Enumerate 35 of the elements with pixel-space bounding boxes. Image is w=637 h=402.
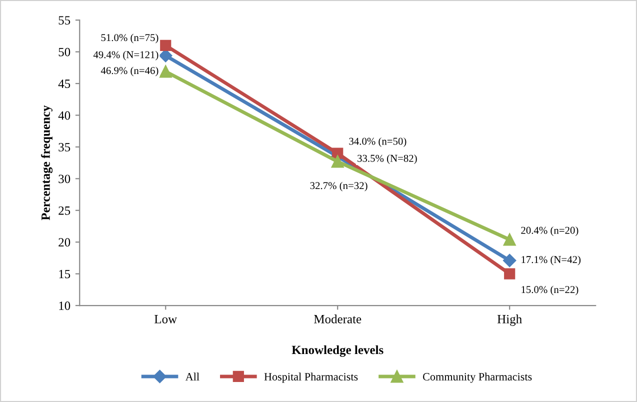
y-tick-label: 25 bbox=[58, 206, 70, 215]
x-axis-title: Knowledge levels bbox=[292, 345, 384, 357]
data-label: 46.9% (n=46) bbox=[100, 66, 158, 76]
data-label: 34.0% (n=50) bbox=[349, 137, 406, 147]
y-tick-label: 55 bbox=[58, 16, 70, 25]
legend-label: Community Pharmacists bbox=[423, 372, 532, 383]
y-tick-label: 35 bbox=[58, 143, 70, 152]
point bbox=[159, 49, 172, 62]
legend-label: All bbox=[185, 372, 200, 380]
y-tick-label: 45 bbox=[58, 80, 70, 88]
x-tick-label: Moderate bbox=[314, 314, 362, 324]
data-label: 49.4% (N=121) bbox=[93, 50, 158, 60]
data-label: 20.4% (n=20) bbox=[521, 226, 578, 236]
data-label: 15.0% (n=22) bbox=[522, 286, 578, 296]
y-tick-label: 15 bbox=[59, 270, 70, 278]
data-label: 51.0% (n=75) bbox=[101, 34, 158, 44]
x-tick-label: High bbox=[497, 314, 522, 326]
y-tick-label: 40 bbox=[58, 111, 70, 120]
point bbox=[332, 148, 344, 159]
point bbox=[503, 233, 516, 246]
data-label: 33.5% (N=82) bbox=[358, 154, 417, 164]
x-tick-label: Low bbox=[154, 315, 178, 324]
y-tick-label: 10 bbox=[59, 302, 70, 310]
data-label: 17.1% (N=42) bbox=[522, 256, 581, 266]
point bbox=[159, 65, 172, 78]
point bbox=[160, 40, 172, 52]
data-label: 32.7% (n=32) bbox=[310, 182, 368, 192]
point bbox=[504, 268, 516, 280]
point bbox=[331, 155, 344, 168]
y-axis-title: Percentage frequency bbox=[40, 105, 53, 220]
y-tick-label: 50 bbox=[58, 48, 70, 56]
point bbox=[503, 254, 516, 268]
y-tick-label: 30 bbox=[58, 174, 70, 184]
legend-label: Hospital Pharmacists bbox=[264, 372, 358, 383]
y-tick-label: 20 bbox=[58, 238, 70, 247]
